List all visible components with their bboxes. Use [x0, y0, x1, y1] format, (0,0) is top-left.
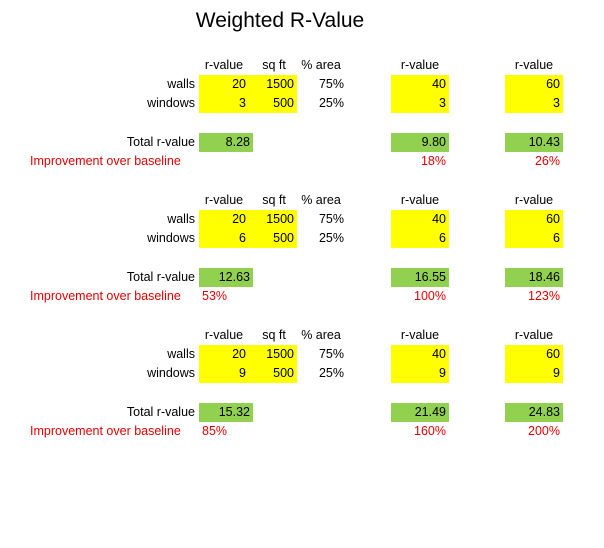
scenario-improvement-cell[interactable]: 200%: [528, 424, 560, 438]
walls-sq-ft-cell[interactable]: 1500: [249, 345, 297, 364]
row-label-walls[interactable]: walls: [167, 212, 195, 226]
scenario-walls-r-value-cell[interactable]: 40: [391, 210, 449, 229]
scenario-windows-r-value-cell[interactable]: 6: [505, 229, 563, 248]
header-r-value[interactable]: r-value: [204, 58, 244, 72]
walls-r-value-cell[interactable]: 20: [199, 210, 249, 229]
walls-sq-ft-cell[interactable]: 1500: [249, 210, 297, 229]
scenario-total-r-value-cell[interactable]: 9.80: [391, 133, 449, 152]
scenario-windows-r-value-cell[interactable]: 3: [505, 94, 563, 113]
header-pct-area[interactable]: % area: [301, 58, 341, 72]
row-label-windows[interactable]: windows: [147, 96, 195, 110]
sheet-title: Weighted R-Value: [195, 9, 365, 32]
scenario-walls-r-value-cell[interactable]: 60: [505, 210, 563, 229]
total-r-value-label[interactable]: Total r-value: [126, 405, 195, 419]
scenario-total-r-value-cell[interactable]: 16.55: [391, 268, 449, 287]
header-pct-area[interactable]: % area: [301, 193, 341, 207]
scenario-total-r-value-cell[interactable]: 21.49: [391, 403, 449, 422]
windows-pct-area-cell[interactable]: 25%: [318, 231, 344, 245]
header-r-value[interactable]: r-value: [400, 58, 440, 72]
scenario-windows-r-value-cell[interactable]: 9: [391, 364, 449, 383]
scenario-walls-r-value-cell[interactable]: 60: [505, 345, 563, 364]
header-sq-ft[interactable]: sq ft: [262, 193, 286, 207]
windows-r-value-cell[interactable]: 3: [199, 94, 249, 113]
header-r-value[interactable]: r-value: [400, 193, 440, 207]
walls-r-value-cell[interactable]: 20: [199, 345, 249, 364]
windows-sq-ft-cell[interactable]: 500: [249, 94, 297, 113]
header-pct-area[interactable]: % area: [301, 328, 341, 342]
scenario-total-r-value-cell[interactable]: 18.46: [505, 268, 563, 287]
walls-r-value-cell[interactable]: 20: [199, 75, 249, 94]
total-r-value-cell[interactable]: 12.63: [199, 268, 253, 287]
walls-pct-area-cell[interactable]: 75%: [318, 77, 344, 91]
header-sq-ft[interactable]: sq ft: [262, 328, 286, 342]
header-sq-ft[interactable]: sq ft: [262, 58, 286, 72]
row-label-windows[interactable]: windows: [147, 366, 195, 380]
scenario-windows-r-value-cell[interactable]: 9: [505, 364, 563, 383]
scenario-total-r-value-cell[interactable]: 24.83: [505, 403, 563, 422]
header-r-value[interactable]: r-value: [514, 328, 554, 342]
windows-r-value-cell[interactable]: 9: [199, 364, 249, 383]
total-r-value-cell[interactable]: 15.32: [199, 403, 253, 422]
improvement-cell[interactable]: 85%: [202, 424, 228, 438]
scenario-walls-r-value-cell[interactable]: 60: [505, 75, 563, 94]
row-label-walls[interactable]: walls: [167, 347, 195, 361]
scenario-windows-r-value-cell[interactable]: 3: [391, 94, 449, 113]
walls-pct-area-cell[interactable]: 75%: [318, 212, 344, 226]
header-r-value[interactable]: r-value: [514, 58, 554, 72]
scenario-windows-r-value-cell[interactable]: 6: [391, 229, 449, 248]
windows-pct-area-cell[interactable]: 25%: [318, 96, 344, 110]
windows-pct-area-cell[interactable]: 25%: [318, 366, 344, 380]
scenario-walls-r-value-cell[interactable]: 40: [391, 345, 449, 364]
header-r-value[interactable]: r-value: [514, 193, 554, 207]
header-r-value[interactable]: r-value: [204, 328, 244, 342]
scenario-improvement-cell[interactable]: 18%: [420, 154, 446, 168]
improvement-cell[interactable]: [199, 152, 259, 171]
scenario-walls-r-value-cell[interactable]: 40: [391, 75, 449, 94]
improvement-label[interactable]: Improvement over baseline: [30, 154, 181, 168]
windows-sq-ft-cell[interactable]: 500: [249, 229, 297, 248]
total-r-value-label[interactable]: Total r-value: [126, 270, 195, 284]
windows-sq-ft-cell[interactable]: 500: [249, 364, 297, 383]
scenario-improvement-cell[interactable]: 26%: [534, 154, 560, 168]
scenario-total-r-value-cell[interactable]: 10.43: [505, 133, 563, 152]
header-r-value[interactable]: r-value: [204, 193, 244, 207]
improvement-label[interactable]: Improvement over baseline: [30, 289, 181, 303]
total-r-value-cell[interactable]: 8.28: [199, 133, 253, 152]
improvement-cell[interactable]: 53%: [202, 289, 228, 303]
scenario-improvement-cell[interactable]: 123%: [528, 289, 560, 303]
improvement-label[interactable]: Improvement over baseline: [30, 424, 181, 438]
walls-sq-ft-cell[interactable]: 1500: [249, 75, 297, 94]
row-label-walls[interactable]: walls: [167, 77, 195, 91]
row-label-windows[interactable]: windows: [147, 231, 195, 245]
walls-pct-area-cell[interactable]: 75%: [318, 347, 344, 361]
windows-r-value-cell[interactable]: 6: [199, 229, 249, 248]
header-r-value[interactable]: r-value: [400, 328, 440, 342]
scenario-improvement-cell[interactable]: 160%: [414, 424, 446, 438]
total-r-value-label[interactable]: Total r-value: [126, 135, 195, 149]
scenario-improvement-cell[interactable]: 100%: [414, 289, 446, 303]
